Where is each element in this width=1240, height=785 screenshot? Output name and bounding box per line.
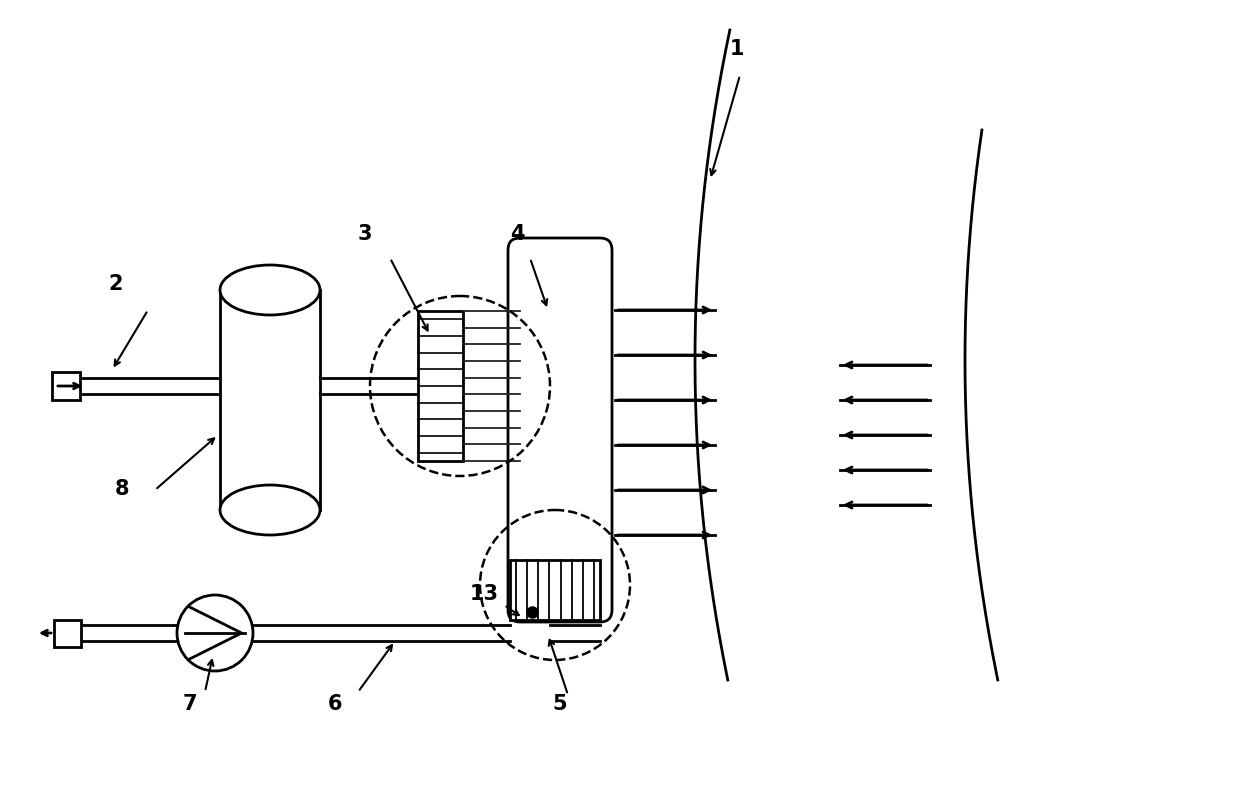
Bar: [52, 372, 81, 400]
FancyBboxPatch shape: [508, 238, 613, 622]
Text: 7: 7: [184, 694, 197, 714]
Bar: [55, 619, 81, 647]
Text: 4: 4: [510, 224, 525, 244]
Text: 3: 3: [358, 224, 372, 244]
Ellipse shape: [219, 265, 320, 315]
Text: 6: 6: [329, 694, 342, 714]
Text: 13: 13: [470, 584, 498, 604]
Bar: [219, 290, 320, 510]
Text: 2: 2: [108, 274, 123, 294]
Text: 1: 1: [730, 39, 744, 59]
Circle shape: [177, 595, 253, 671]
Text: 8: 8: [115, 479, 129, 499]
Bar: [418, 311, 463, 461]
Bar: [510, 560, 600, 620]
Text: 5: 5: [552, 694, 567, 714]
Ellipse shape: [219, 485, 320, 535]
